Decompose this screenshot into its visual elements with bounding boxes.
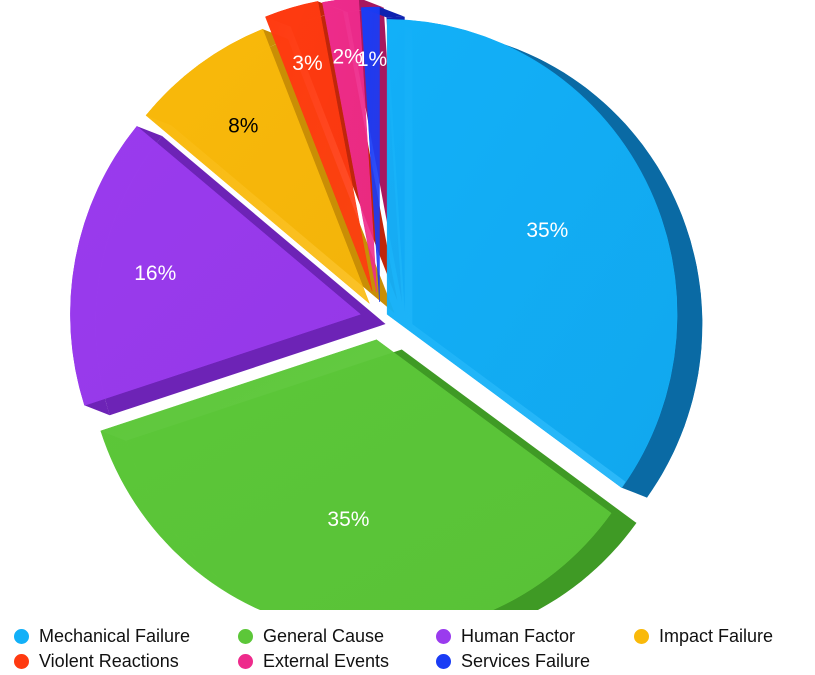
legend-item[interactable]: Services Failure [436,649,634,674]
legend-label: Human Factor [461,626,576,646]
legend-color-dot [634,629,649,644]
labels-layer: 35% 35% 16% 8% 3% 2%1% [134,46,568,531]
pie-slice[interactable] [386,19,678,489]
slice-data-label: 2% [332,46,362,69]
pie-slice[interactable] [145,28,370,304]
pie-slice[interactable] [70,125,361,406]
slice-data-label: 16% [134,262,176,285]
legend-item[interactable]: Violent Reactions [14,649,238,674]
legend-label: Services Failure [461,651,591,671]
legend-color-dot [436,629,451,644]
legend-label: Violent Reactions [39,651,179,671]
slice-data-label: 35% [327,508,369,531]
pie-slice[interactable] [100,339,612,610]
legend-item[interactable]: External Events [238,649,436,674]
legend-item[interactable]: Impact Failure [634,624,804,649]
legend-color-dot [436,654,451,669]
legend-color-dot [238,654,253,669]
pie-chart-svg: 35% 35% 16% 8% 3% 2%1% [70,0,703,610]
legend-color-dot [14,629,29,644]
legend-label: Mechanical Failure [39,626,191,646]
legend-item[interactable]: General Cause [238,624,436,649]
slice-data-label: 1% [357,48,387,71]
legend-label: Impact Failure [659,626,774,646]
legend-color-dot [14,654,29,669]
legend-color-dot [238,629,253,644]
slice-data-label: 35% [526,219,568,242]
legend-item[interactable]: Human Factor [436,624,634,649]
slice-data-label: 8% [228,114,258,137]
legend-label: External Events [263,651,390,671]
pie-slice[interactable] [322,0,377,293]
pie-slice[interactable] [265,1,373,292]
slice-data-label: 3% [292,52,322,75]
pie-slice[interactable] [361,6,380,303]
legend: Mechanical Failure General Cause Human Fac… [14,624,814,674]
pie-slice-rim [387,19,703,498]
slices-layer [70,0,703,610]
legend-item[interactable]: Mechanical Failure [14,624,238,649]
pie-chart: 35% 35% 16% 8% 3% 2% 1% [70,0,703,610]
legend-label: General Cause [263,626,385,646]
